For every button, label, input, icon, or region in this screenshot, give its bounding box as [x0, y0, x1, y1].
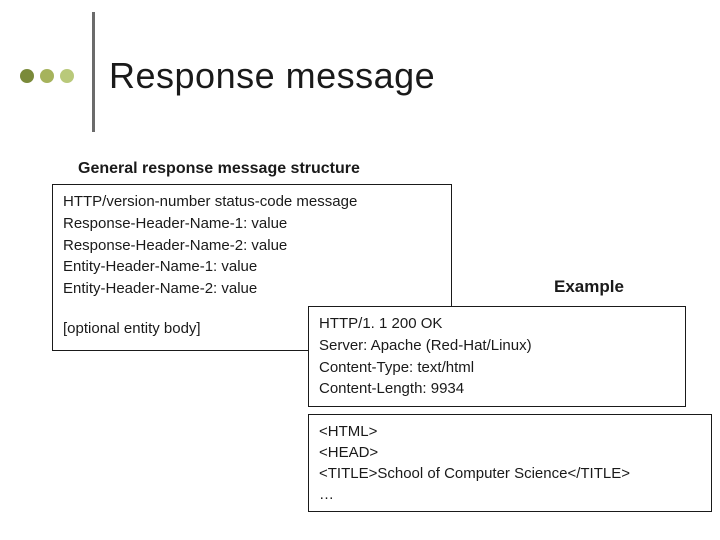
structure-line: Response-Header-Name-1: value [63, 213, 441, 235]
example-line: <HTML> [319, 421, 701, 442]
section-subtitle: General response message structure [78, 160, 360, 178]
slide-header: Response message [20, 20, 435, 132]
structure-line: Response-Header-Name-2: value [63, 235, 441, 257]
example-line: Server: Apache (Red-Hat/Linux) [319, 335, 675, 357]
example-line: Content-Length: 9934 [319, 378, 675, 400]
vertical-divider [92, 12, 95, 132]
example-body-box: <HTML> <HEAD> <TITLE>School of Computer … [308, 414, 712, 512]
slide-title: Response message [109, 55, 435, 97]
structure-line: Entity-Header-Name-2: value [63, 278, 441, 300]
dot-1 [20, 69, 34, 83]
structure-line: HTTP/version-number status-code message [63, 191, 441, 213]
dot-2 [40, 69, 54, 83]
example-line: Content-Type: text/html [319, 357, 675, 379]
example-line: HTTP/1. 1 200 OK [319, 313, 675, 335]
example-line: <HEAD> [319, 442, 701, 463]
example-line: <TITLE>School of Computer Science</TITLE… [319, 463, 701, 484]
structure-line: Entity-Header-Name-1: value [63, 256, 441, 278]
example-label: Example [554, 277, 624, 297]
example-headers-box: HTTP/1. 1 200 OK Server: Apache (Red-Hat… [308, 306, 686, 407]
dot-3 [60, 69, 74, 83]
decorative-dots [20, 69, 74, 83]
example-line: … [319, 484, 701, 505]
